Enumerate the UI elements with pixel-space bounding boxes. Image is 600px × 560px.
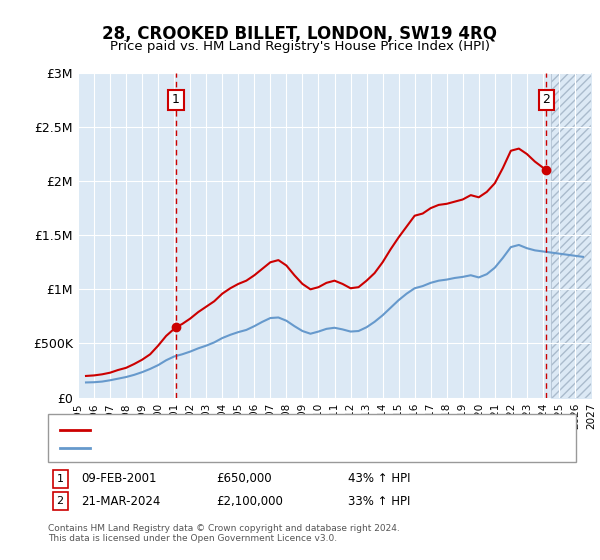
Text: Contains HM Land Registry data © Crown copyright and database right 2024.
This d: Contains HM Land Registry data © Crown c…	[48, 524, 400, 543]
Text: HPI: Average price, detached house, Merton: HPI: Average price, detached house, Mert…	[97, 443, 338, 453]
Text: 2: 2	[542, 94, 550, 106]
Text: 43% ↑ HPI: 43% ↑ HPI	[348, 472, 410, 486]
Bar	[551, 73, 591, 398]
Text: £2,100,000: £2,100,000	[216, 494, 283, 508]
Text: 1: 1	[56, 474, 64, 484]
Text: 1: 1	[172, 94, 180, 106]
Text: £650,000: £650,000	[216, 472, 272, 486]
Text: 2: 2	[56, 496, 64, 506]
Text: 28, CROOKED BILLET, LONDON, SW19 4RQ (detached house): 28, CROOKED BILLET, LONDON, SW19 4RQ (de…	[97, 424, 432, 435]
Text: 28, CROOKED BILLET, LONDON, SW19 4RQ: 28, CROOKED BILLET, LONDON, SW19 4RQ	[103, 25, 497, 43]
Bar	[551, 73, 591, 398]
Text: Price paid vs. HM Land Registry's House Price Index (HPI): Price paid vs. HM Land Registry's House …	[110, 40, 490, 53]
Bar	[551, 73, 591, 398]
Text: 09-FEB-2001: 09-FEB-2001	[81, 472, 157, 486]
Text: 33% ↑ HPI: 33% ↑ HPI	[348, 494, 410, 508]
Text: 21-MAR-2024: 21-MAR-2024	[81, 494, 160, 508]
